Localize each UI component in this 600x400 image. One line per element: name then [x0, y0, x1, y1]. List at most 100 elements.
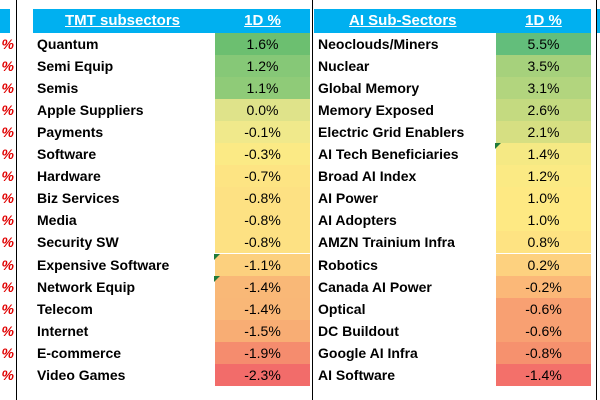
subsector-name-cell[interactable]: AI Software	[318, 366, 396, 383]
subsector-name-cell[interactable]: Telecom	[37, 300, 93, 317]
subsector-name-cell[interactable]: Nuclear	[318, 58, 370, 75]
table-row[interactable]: Global Memory 3.1%	[314, 77, 591, 100]
change-value-cell[interactable]: 0.0%	[215, 99, 310, 122]
table-row[interactable]: Expensive Software -1.1%	[33, 253, 310, 276]
table-row[interactable]: Memory Exposed 2.6%	[314, 99, 591, 122]
table-row[interactable]: Neoclouds/Miners 5.5%	[314, 33, 591, 55]
table-row[interactable]: AI Power 1.0%	[314, 187, 591, 210]
change-value-cell[interactable]: 3.1%	[496, 77, 591, 100]
subsector-name-cell[interactable]: Payments	[37, 124, 104, 141]
subsector-name-cell[interactable]: Apple Suppliers	[37, 102, 144, 119]
subsector-name-cell[interactable]: Broad AI Index	[318, 168, 417, 185]
ai-change-header[interactable]: 1D %	[525, 12, 562, 29]
table-row[interactable]: Telecom -1.4%	[33, 297, 310, 320]
subsector-name-cell[interactable]: Google AI Infra	[318, 344, 418, 361]
table-row[interactable]: Quantum 1.6%	[33, 33, 310, 55]
tmt-table-title[interactable]: TMT subsectors	[65, 12, 181, 29]
table-row[interactable]: Semi Equip 1.2%	[33, 55, 310, 78]
subsector-name-cell[interactable]: Semis	[37, 80, 79, 97]
change-value-cell[interactable]: -0.8%	[215, 209, 310, 232]
subsector-name-cell[interactable]: Security SW	[37, 234, 119, 251]
subsector-name-cell[interactable]: Video Games	[37, 366, 126, 383]
change-value-cell[interactable]: -0.7%	[215, 165, 310, 188]
change-value-cell[interactable]: -1.4%	[496, 363, 591, 386]
change-value-cell[interactable]: -1.1%	[215, 253, 310, 276]
change-value-cell[interactable]: 1.0%	[496, 187, 591, 210]
subsector-name-cell[interactable]: Internet	[37, 322, 89, 339]
subsector-name-cell[interactable]: DC Buildout	[318, 322, 399, 339]
subsector-name-cell[interactable]: Software	[37, 146, 97, 163]
table-row[interactable]: Payments -0.1%	[33, 121, 310, 144]
table-row[interactable]: Software -0.3%	[33, 143, 310, 166]
change-value-cell[interactable]: -0.1%	[215, 121, 310, 144]
change-value-cell[interactable]: -1.9%	[215, 341, 310, 364]
subsector-name-cell[interactable]: Expensive Software	[37, 256, 170, 273]
ai-table-title[interactable]: AI Sub-Sectors	[349, 12, 457, 29]
table-row[interactable]: AMZN Trainium Infra 0.8%	[314, 231, 591, 254]
change-value-cell[interactable]: 5.5%	[496, 33, 591, 55]
change-value-cell[interactable]: 2.6%	[496, 99, 591, 122]
change-value-cell[interactable]: -0.3%	[215, 143, 310, 166]
change-value-cell[interactable]: -0.8%	[215, 187, 310, 210]
table-row[interactable]: Internet -1.5%	[33, 319, 310, 342]
comment-indicator-icon[interactable]	[214, 253, 220, 260]
table-row[interactable]: AI Software -1.4%	[314, 363, 591, 386]
change-value-cell[interactable]: 0.2%	[496, 253, 591, 276]
change-value-cell[interactable]: -1.4%	[215, 297, 310, 320]
change-value-cell[interactable]: 1.0%	[496, 209, 591, 232]
change-value-cell[interactable]: -0.8%	[215, 231, 310, 254]
table-row[interactable]: Network Equip -1.4%	[33, 275, 310, 298]
subsector-name-cell[interactable]: Biz Services	[37, 190, 120, 207]
tmt-change-header[interactable]: 1D %	[244, 12, 281, 29]
change-value-cell[interactable]: 3.5%	[496, 55, 591, 78]
subsector-name-cell[interactable]: Robotics	[318, 256, 378, 273]
subsector-name-cell[interactable]: AI Power	[318, 190, 378, 207]
table-row[interactable]: Nuclear 3.5%	[314, 55, 591, 78]
subsector-name-cell[interactable]: AI Adopters	[318, 212, 397, 229]
subsector-name-cell[interactable]: Global Memory	[318, 80, 420, 97]
comment-indicator-icon[interactable]	[214, 275, 220, 282]
table-row[interactable]: Biz Services -0.8%	[33, 187, 310, 210]
table-row[interactable]: AI Adopters 1.0%	[314, 209, 591, 232]
subsector-name-cell[interactable]: E-commerce	[37, 344, 122, 361]
table-row[interactable]: E-commerce -1.9%	[33, 341, 310, 364]
subsector-name-cell[interactable]: AI Tech Beneficiaries	[318, 146, 459, 163]
table-row[interactable]: Semis 1.1%	[33, 77, 310, 100]
change-value-cell[interactable]: 0.8%	[496, 231, 591, 254]
table-row[interactable]: Media -0.8%	[33, 209, 310, 232]
change-value-cell[interactable]: -1.4%	[215, 275, 310, 298]
subsector-name-cell[interactable]: AMZN Trainium Infra	[318, 234, 455, 251]
table-row[interactable]: Security SW -0.8%	[33, 231, 310, 254]
change-value-cell[interactable]: 2.1%	[496, 121, 591, 144]
subsector-name-cell[interactable]: Media	[37, 212, 77, 229]
subsector-name-cell[interactable]: Memory Exposed	[318, 102, 434, 119]
table-row[interactable]: Broad AI Index 1.2%	[314, 165, 591, 188]
change-value-cell[interactable]: -1.5%	[215, 319, 310, 342]
change-value-cell[interactable]: 1.6%	[215, 33, 310, 55]
table-row[interactable]: Robotics 0.2%	[314, 253, 591, 276]
subsector-name-cell[interactable]: Quantum	[37, 36, 99, 52]
subsector-name-cell[interactable]: Hardware	[37, 168, 101, 185]
change-value-cell[interactable]: -0.6%	[496, 319, 591, 342]
table-row[interactable]: Apple Suppliers 0.0%	[33, 99, 310, 122]
change-value-cell[interactable]: 1.2%	[496, 165, 591, 188]
subsector-name-cell[interactable]: Semi Equip	[37, 58, 114, 75]
table-row[interactable]: Canada AI Power -0.2%	[314, 275, 591, 298]
table-row[interactable]: Google AI Infra -0.8%	[314, 341, 591, 364]
table-row[interactable]: Video Games -2.3%	[33, 363, 310, 386]
table-row[interactable]: AI Tech Beneficiaries 1.4%	[314, 143, 591, 166]
subsector-name-cell[interactable]: Network Equip	[37, 278, 136, 295]
change-value-cell[interactable]: 1.4%	[496, 143, 591, 166]
comment-indicator-icon[interactable]	[495, 143, 501, 150]
change-value-cell[interactable]: 1.2%	[215, 55, 310, 78]
change-value-cell[interactable]: -0.6%	[496, 297, 591, 320]
subsector-name-cell[interactable]: Neoclouds/Miners	[318, 36, 439, 52]
change-value-cell[interactable]: -2.3%	[215, 363, 310, 386]
change-value-cell[interactable]: 1.1%	[215, 77, 310, 100]
table-row[interactable]: Optical -0.6%	[314, 297, 591, 320]
subsector-name-cell[interactable]: Canada AI Power	[318, 278, 432, 295]
subsector-name-cell[interactable]: Electric Grid Enablers	[318, 124, 465, 141]
subsector-name-cell[interactable]: Optical	[318, 300, 366, 317]
table-row[interactable]: Electric Grid Enablers 2.1%	[314, 121, 591, 144]
table-row[interactable]: DC Buildout -0.6%	[314, 319, 591, 342]
